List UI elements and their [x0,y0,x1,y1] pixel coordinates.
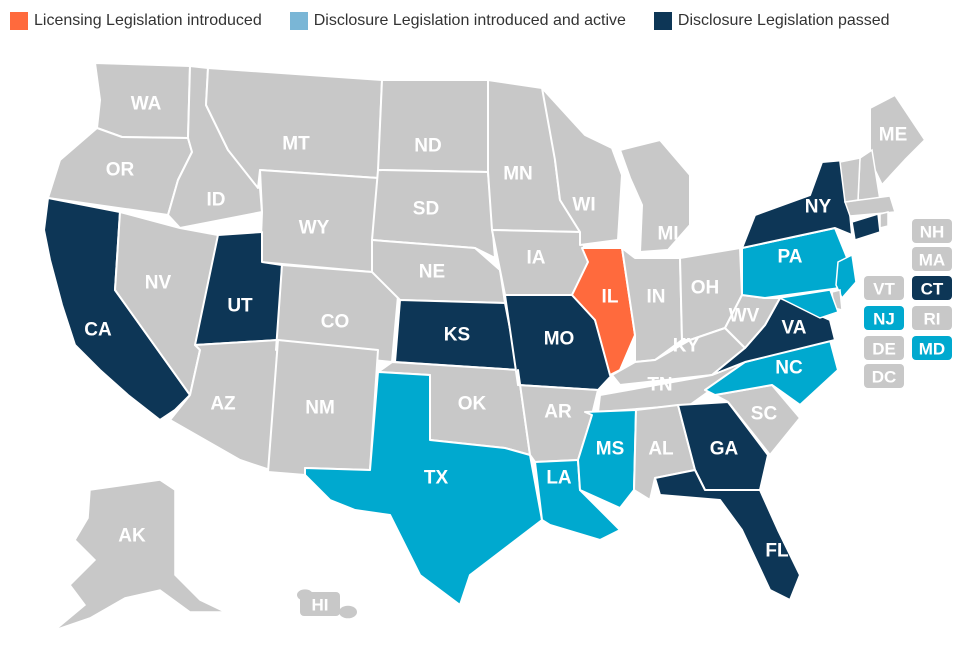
small-state-box-bg [300,592,340,616]
state-label-wi: WI [572,195,595,216]
state-label-oh: OH [691,278,720,299]
small-state-box-hi[interactable]: HI [300,592,340,616]
small-state-box-vt[interactable]: VT [864,276,904,300]
state-label-fl: FL [765,541,789,562]
small-state-box-ma[interactable]: MA [912,247,952,271]
state-label-ok: OK [458,394,487,415]
small-state-label-ma: MA [919,251,945,270]
state-label-or: OR [106,160,135,181]
state-label-sd: SD [413,199,439,220]
state-label-nv: NV [145,273,172,294]
state-label-mn: MN [503,164,533,185]
state-label-ak: AK [118,526,146,547]
small-state-label-vt: VT [873,280,895,299]
legend-label-disclosure-active: Disclosure Legislation introduced and ac… [313,12,626,29]
state-label-mo: MO [544,329,575,350]
small-state-label-ri: RI [924,310,941,329]
state-label-nc: NC [775,358,803,379]
state-label-co: CO [321,312,350,333]
state-label-in: IN [647,287,666,308]
state-label-mt: MT [282,134,310,155]
state-label-pa: PA [778,247,803,268]
small-state-box-bg [912,219,952,243]
legend-swatch-disclosure-passed [653,12,672,30]
state-co[interactable] [275,264,401,363]
state-label-wy: WY [299,218,330,239]
legend-item-disclosure-active[interactable]: Disclosure Legislation introduced and ac… [289,12,626,30]
state-vt[interactable] [839,157,861,203]
state-nj[interactable] [835,253,857,300]
small-state-box-dc[interactable]: DC [864,364,904,388]
small-state-box-bg [864,364,904,388]
small-state-box-bg [912,276,952,300]
small-state-label-de: DE [872,340,896,359]
state-ri[interactable] [879,211,889,229]
state-label-mi: MI [657,224,678,245]
state-label-ga: GA [710,439,739,460]
state-label-ut: UT [227,296,253,317]
state-label-wv: WV [729,306,760,327]
state-tx[interactable] [304,371,543,606]
small-state-box-ri[interactable]: RI [912,306,952,330]
state-label-me: ME [879,125,908,146]
map-legend: Licensing Legislation introduced Disclos… [10,8,918,34]
state-label-ks: KS [444,325,470,346]
state-label-la: LA [546,468,572,489]
small-state-box-bg [912,247,952,271]
state-label-ny: NY [805,197,832,218]
hawaii-island [339,605,357,619]
state-nd[interactable] [377,79,489,173]
state-label-wa: WA [131,94,162,115]
state-mi[interactable] [619,139,691,253]
state-label-tx: TX [424,468,449,489]
small-state-label-md: MD [919,340,945,359]
state-label-ar: AR [544,402,572,423]
small-state-label-ct: CT [921,280,944,299]
state-md[interactable] [777,289,839,319]
small-state-label-hi: HI [312,596,329,615]
state-label-nm: NM [305,398,335,419]
small-state-box-de[interactable]: DE [864,336,904,360]
legend-swatch-disclosure-active [289,12,308,30]
small-state-box-bg [912,306,952,330]
small-state-label-dc: DC [872,368,897,387]
state-label-ky: KY [673,336,700,357]
small-state-box-bg [864,306,904,330]
small-state-label-nh: NH [920,223,945,242]
state-label-ms: MS [596,439,625,460]
state-ma[interactable] [843,195,896,217]
state-ak[interactable] [54,479,226,631]
small-state-box-bg [912,336,952,360]
state-label-id: ID [207,190,226,211]
small-state-box-ct[interactable]: CT [912,276,952,300]
state-label-az: AZ [210,394,236,415]
state-label-nd: ND [414,136,441,157]
small-state-label-nj: NJ [873,310,895,329]
legend-item-disclosure-passed[interactable]: Disclosure Legislation passed [653,12,890,30]
state-sd[interactable] [371,169,496,259]
legend-item-licensing[interactable]: Licensing Legislation introduced [10,12,262,30]
small-state-box-md[interactable]: MD [912,336,952,360]
state-label-ca: CA [84,320,112,341]
state-label-il: IL [602,287,619,308]
small-state-box-bg [864,336,904,360]
state-label-sc: SC [751,404,778,425]
state-label-al: AL [648,439,674,460]
state-wi[interactable] [541,87,623,246]
legend-swatch-licensing [10,12,28,30]
state-label-tn: TN [647,375,672,396]
small-state-box-bg [864,276,904,300]
state-label-va: VA [782,318,807,339]
small-state-box-nh[interactable]: NH [912,219,952,243]
legend-label-disclosure-passed: Disclosure Legislation passed [677,12,890,29]
small-state-box-nj[interactable]: NJ [864,306,904,330]
legend-label-licensing: Licensing Legislation introduced [34,12,262,29]
state-ct[interactable] [851,213,881,241]
state-label-ne: NE [419,262,445,283]
state-fl[interactable] [654,469,801,601]
state-label-ia: IA [527,248,546,269]
